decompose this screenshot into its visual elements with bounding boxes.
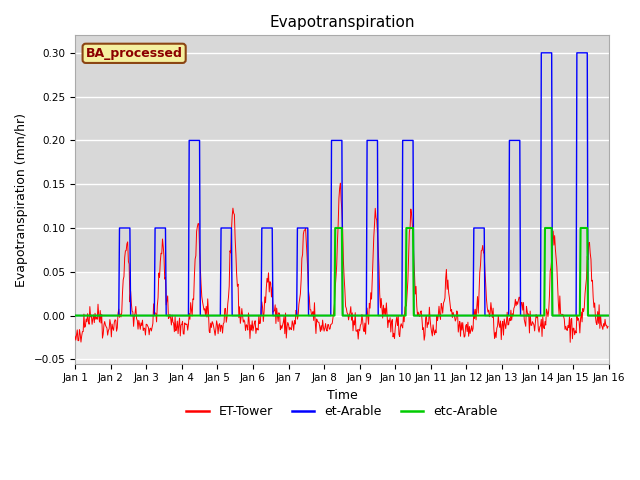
Text: BA_processed: BA_processed xyxy=(86,47,182,60)
X-axis label: Time: Time xyxy=(326,389,357,402)
Y-axis label: Evapotranspiration (mm/hr): Evapotranspiration (mm/hr) xyxy=(15,112,28,287)
Title: Evapotranspiration: Evapotranspiration xyxy=(269,15,415,30)
Legend: ET-Tower, et-Arable, etc-Arable: ET-Tower, et-Arable, etc-Arable xyxy=(181,400,502,423)
Bar xyxy=(75,9,609,272)
